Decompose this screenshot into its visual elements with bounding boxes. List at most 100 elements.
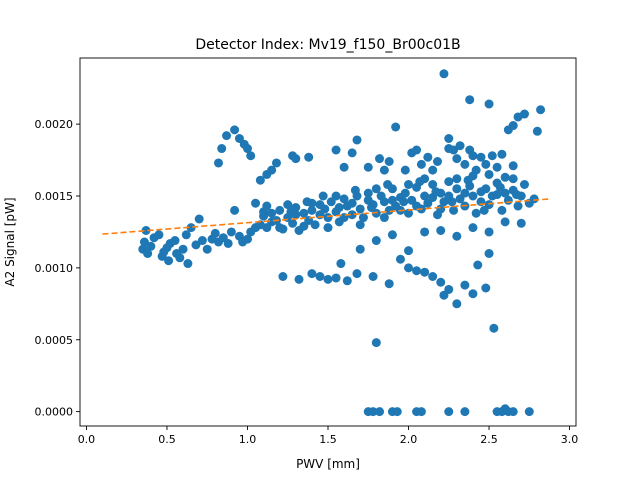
data-point: [455, 141, 465, 151]
data-point: [339, 194, 349, 204]
data-point: [384, 279, 394, 289]
data-point: [183, 259, 193, 269]
data-point: [186, 223, 196, 233]
y-tick-label: 0.0000: [35, 406, 74, 419]
data-point: [524, 407, 534, 417]
data-point: [444, 134, 454, 143]
data-point: [275, 223, 285, 233]
data-point: [141, 226, 151, 235]
data-point: [395, 254, 405, 264]
plot-area: [102, 69, 551, 417]
x-tick-label: 3.0: [561, 433, 579, 446]
data-point: [230, 125, 240, 135]
y-tick-label: 0.0015: [35, 190, 74, 203]
data-point: [497, 205, 507, 215]
data-point: [350, 185, 360, 195]
data-point: [299, 208, 309, 218]
data-point: [404, 246, 414, 256]
data-point: [307, 269, 317, 279]
y-axis: 0.0000 0.0005 0.0010 0.0015 0.0020: [35, 118, 80, 419]
data-point: [368, 272, 378, 281]
data-point: [251, 198, 261, 208]
data-point: [519, 109, 529, 119]
data-point: [363, 162, 373, 172]
data-point: [363, 188, 373, 198]
data-point: [262, 201, 272, 211]
data-point: [400, 165, 410, 175]
data-point: [452, 184, 462, 194]
data-point: [433, 157, 443, 166]
x-tick-label: 2.0: [400, 433, 418, 446]
data-point: [352, 135, 362, 145]
data-point: [379, 213, 389, 223]
data-point: [532, 126, 542, 136]
data-point: [242, 234, 252, 244]
data-point: [315, 272, 325, 281]
data-point: [463, 175, 473, 185]
data-point: [492, 162, 502, 172]
data-point: [222, 131, 232, 141]
data-point: [516, 218, 526, 228]
data-point: [444, 144, 454, 154]
x-axis: 0.0 0.5 1.0 1.5 2.0 2.5 3.0: [78, 426, 579, 446]
data-point: [473, 260, 483, 270]
data-point: [436, 277, 446, 287]
data-point: [347, 198, 357, 208]
data-point: [379, 165, 389, 175]
data-point: [431, 187, 441, 197]
data-point: [476, 152, 486, 162]
x-axis-label: PWV [mm]: [296, 457, 360, 471]
data-point: [352, 269, 362, 279]
data-point: [288, 218, 298, 228]
data-point: [508, 174, 518, 184]
data-point: [302, 197, 312, 207]
data-point: [323, 274, 333, 284]
data-point: [492, 190, 502, 200]
data-point: [291, 154, 301, 164]
data-point: [392, 407, 402, 417]
data-point: [460, 188, 470, 198]
data-point: [387, 195, 397, 205]
data-point: [468, 191, 478, 201]
data-point: [375, 154, 385, 164]
data-point: [468, 151, 478, 161]
data-point: [452, 154, 462, 164]
data-point: [460, 407, 470, 417]
data-point: [371, 184, 381, 194]
data-point: [465, 95, 475, 105]
data-point: [331, 191, 341, 201]
data-point: [267, 208, 277, 218]
x-tick-label: 1.0: [239, 433, 257, 446]
data-point: [267, 217, 277, 227]
data-point: [444, 177, 454, 187]
data-point: [449, 205, 459, 215]
data-point: [223, 238, 233, 248]
data-point: [294, 274, 304, 284]
data-point: [444, 407, 454, 417]
data-point: [355, 220, 365, 230]
data-point: [420, 191, 430, 201]
data-point: [503, 195, 513, 205]
data-point: [428, 165, 438, 175]
x-tick-label: 2.5: [480, 433, 498, 446]
data-point: [415, 177, 425, 187]
data-point: [304, 152, 314, 162]
fit-line: [102, 198, 551, 235]
data-point: [334, 203, 344, 212]
data-point: [217, 144, 227, 154]
x-tick-label: 0.5: [158, 433, 176, 446]
data-point: [484, 99, 494, 109]
data-point: [404, 263, 414, 273]
data-point: [436, 226, 446, 235]
data-point: [439, 69, 449, 79]
data-point: [529, 194, 539, 204]
data-point: [315, 200, 325, 210]
x-tick-label: 0.0: [78, 433, 96, 446]
data-point: [489, 323, 499, 333]
data-point: [423, 152, 433, 162]
data-point: [283, 200, 293, 210]
data-point: [428, 180, 438, 189]
data-point: [175, 253, 185, 263]
data-point: [213, 158, 223, 168]
